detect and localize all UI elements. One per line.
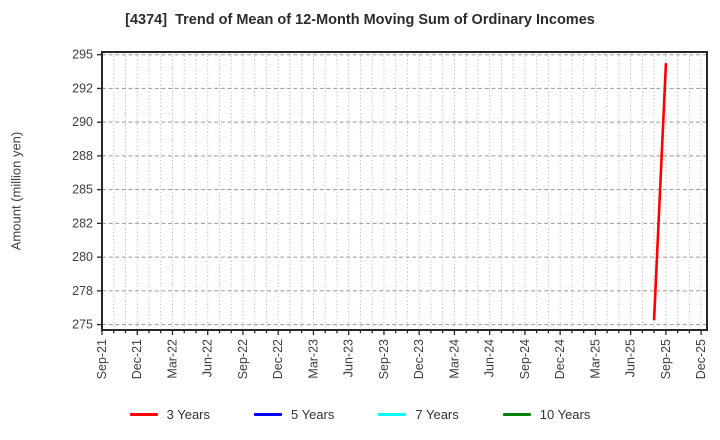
legend-swatch bbox=[129, 413, 158, 416]
y-tick-label: 295 bbox=[72, 48, 93, 62]
x-tick-label: Dec-21 bbox=[130, 339, 144, 379]
legend-swatch bbox=[378, 413, 407, 416]
y-tick-label: 282 bbox=[72, 216, 93, 230]
legend-label: 10 Years bbox=[539, 407, 591, 422]
legend-label: 7 Years bbox=[415, 407, 459, 422]
legend-label: 5 Years bbox=[291, 407, 335, 422]
x-tick-label: Mar-22 bbox=[165, 339, 179, 379]
x-tick-label: Dec-22 bbox=[271, 339, 285, 379]
y-axis-ticks: 295 292 290 288 285 282 280 278 275 bbox=[72, 48, 93, 332]
horizontal-gridlines bbox=[102, 54, 707, 326]
x-tick-label: Sep-22 bbox=[236, 339, 250, 379]
x-tick-label: Sep-23 bbox=[377, 339, 391, 379]
legend-label: 3 Years bbox=[166, 407, 210, 422]
legend-swatch bbox=[254, 413, 282, 416]
x-tick-label: Sep-24 bbox=[518, 339, 532, 379]
x-tick-label: Jun-25 bbox=[624, 339, 638, 377]
y-tick-label: 288 bbox=[72, 149, 93, 163]
x-tick-label: Mar-24 bbox=[447, 339, 461, 379]
y-tick-label: 292 bbox=[72, 81, 93, 95]
legend-swatch bbox=[502, 413, 531, 416]
x-tick-label: Sep-21 bbox=[95, 339, 109, 379]
y-tick-label: 290 bbox=[72, 115, 93, 129]
vertical-gridlines bbox=[113, 52, 702, 330]
x-axis-ticks: Sep-21 Dec-21 Mar-22 Jun-22 Sep-22 Dec-22 Mar-… bbox=[95, 339, 708, 379]
series-lines bbox=[652, 62, 668, 321]
x-tick-label: Mar-23 bbox=[306, 339, 320, 379]
legend-item-10-years: 10 Years bbox=[502, 407, 591, 422]
y-tick-label: 285 bbox=[72, 183, 93, 197]
x-tick-label: Jun-24 bbox=[483, 339, 497, 377]
y-tick-label: 278 bbox=[72, 284, 93, 298]
y-axis-label: Amount (million yen) bbox=[9, 132, 24, 251]
plot-frame bbox=[101, 51, 708, 331]
series-line-3-years bbox=[652, 62, 668, 321]
x-tick-label: Mar-25 bbox=[588, 339, 602, 379]
x-tick-label: Jun-22 bbox=[201, 339, 215, 377]
x-tick-label: Dec-23 bbox=[412, 339, 426, 379]
legend: 3 Years 5 Years 7 Years 10 Years bbox=[0, 407, 720, 422]
y-tick-label: 275 bbox=[72, 318, 93, 332]
legend-item-3-years: 3 Years bbox=[129, 407, 210, 422]
legend-item-5-years: 5 Years bbox=[254, 407, 334, 422]
legend-item-7-years: 7 Years bbox=[378, 407, 459, 422]
x-tick-label: Dec-24 bbox=[553, 339, 567, 379]
y-tick-label: 280 bbox=[72, 250, 93, 264]
x-tick-label: Dec-25 bbox=[694, 339, 708, 379]
chart-title: [4374] Trend of Mean of 12-Month Moving … bbox=[125, 12, 595, 28]
x-tick-label: Sep-25 bbox=[659, 339, 673, 379]
x-tick-label: Jun-23 bbox=[342, 339, 356, 377]
tick-marks bbox=[97, 54, 702, 335]
